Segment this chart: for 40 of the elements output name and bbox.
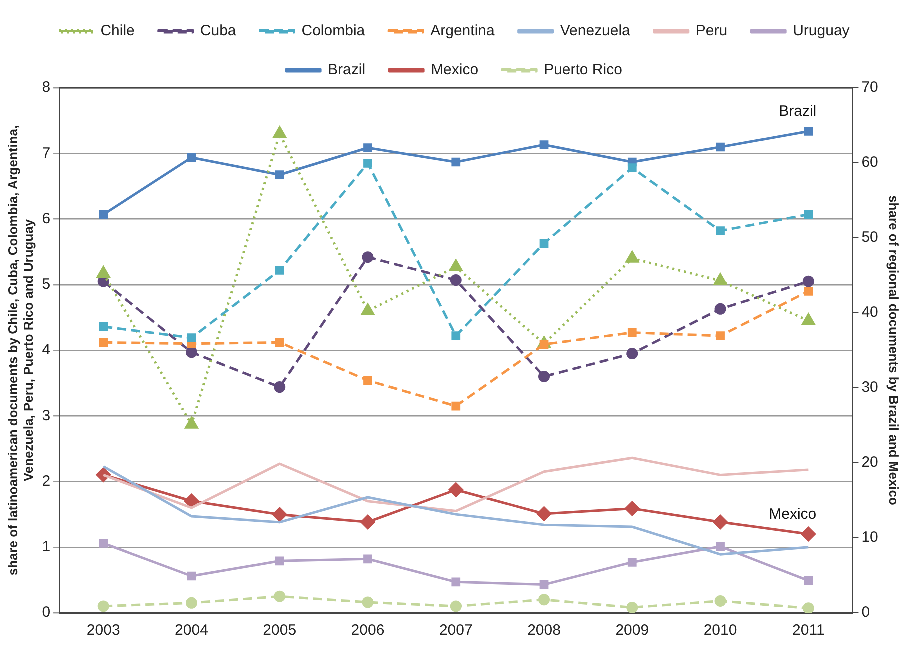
y-tick-label: 3 bbox=[42, 407, 51, 424]
y-tick-label: 7 bbox=[42, 144, 51, 162]
annotation: Mexico bbox=[769, 506, 817, 523]
legend-label: Uruguay bbox=[793, 22, 850, 40]
legend-label: Argentina bbox=[430, 22, 496, 40]
y2-tick-label: 30 bbox=[862, 379, 878, 396]
legend-label: Peru bbox=[696, 22, 728, 40]
x-tick-label: 2009 bbox=[616, 622, 650, 640]
legend-label: Brazil bbox=[328, 62, 366, 79]
x-tick-label: 2006 bbox=[351, 622, 385, 640]
y-axis-title: share of latinoamerican documents by Chile, Cuba, Colombia, Argentina, Venezuela, Peru, Puerto Rico and Uruguay bbox=[5, 125, 36, 576]
y-tick-label: 2 bbox=[42, 472, 51, 490]
y-tick-label: 6 bbox=[42, 210, 51, 228]
y-tick-label: 0 bbox=[42, 604, 51, 622]
x-tick-label: 2011 bbox=[792, 622, 825, 640]
y2-tick-label: 60 bbox=[862, 154, 878, 172]
y2-axis-title: share of regional documents by Brazil and Mexico bbox=[886, 196, 902, 506]
y2-tick-label: 50 bbox=[862, 229, 878, 246]
y-tick-label: 5 bbox=[42, 276, 51, 294]
annotation: Brazil bbox=[779, 103, 817, 120]
y2-tick-label: 70 bbox=[862, 79, 878, 96]
legend-label: Colombia bbox=[302, 22, 366, 40]
y-tick-label: 8 bbox=[42, 79, 51, 96]
x-tick-label: 2003 bbox=[86, 622, 120, 640]
legend-label: Chile bbox=[100, 22, 135, 40]
y2-tick-label: 20 bbox=[862, 454, 878, 472]
x-tick-label: 2007 bbox=[439, 622, 473, 640]
x-tick-label: 2004 bbox=[175, 622, 208, 640]
y-tick-label: 4 bbox=[42, 342, 51, 359]
legend-label: Mexico bbox=[431, 62, 479, 79]
legend-label: Puerto Rico bbox=[544, 62, 622, 79]
y2-tick-label: 0 bbox=[862, 604, 870, 622]
x-tick-label: 2008 bbox=[528, 622, 561, 640]
x-tick-label: 2010 bbox=[704, 622, 738, 640]
legend-label: Venezuela bbox=[560, 22, 632, 40]
x-tick-label: 2005 bbox=[263, 622, 297, 640]
y2-tick-label: 40 bbox=[862, 304, 878, 322]
y-tick-label: 1 bbox=[42, 538, 51, 556]
legend-label: Cuba bbox=[200, 22, 237, 40]
y2-tick-label: 10 bbox=[862, 529, 878, 546]
